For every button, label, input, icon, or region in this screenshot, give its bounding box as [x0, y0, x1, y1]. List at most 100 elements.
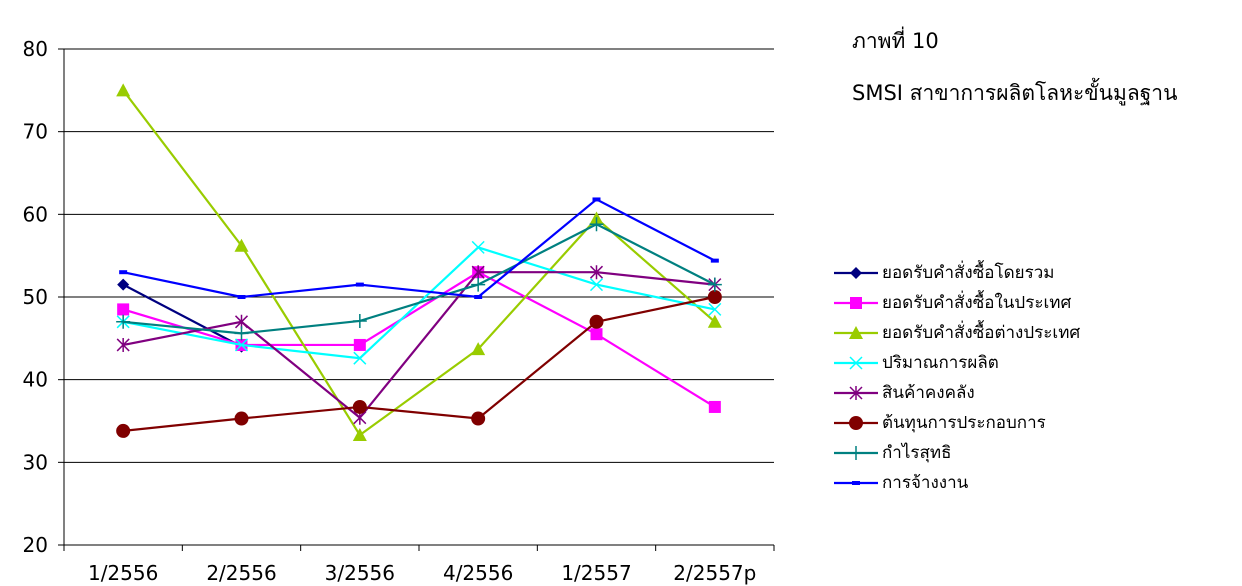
legend-item: ยอดรับคำสั่งซื้อในประเทศ	[832, 288, 1082, 318]
legend-swatch	[834, 356, 878, 370]
series-line	[122, 198, 716, 299]
data-point	[590, 328, 603, 341]
data-point	[116, 314, 131, 329]
data-point	[117, 278, 130, 291]
data-point	[352, 428, 367, 442]
data-point	[471, 265, 485, 280]
chart-title: ภาพที่ 10	[852, 29, 939, 53]
data-point	[471, 411, 486, 426]
legend-item: กำไรสุทธิ	[832, 438, 1082, 468]
data-point	[474, 295, 483, 299]
data-point	[849, 416, 863, 430]
legend-swatch	[834, 326, 878, 339]
data-point	[471, 342, 486, 356]
y-tick-label: 80	[23, 37, 48, 61]
data-point	[352, 399, 367, 414]
data-point	[471, 277, 486, 292]
axes	[58, 48, 775, 551]
y-tick-labels: 20 30 40 50 60 70 80	[23, 37, 48, 557]
data-point	[849, 356, 863, 370]
series-6	[116, 217, 722, 341]
gridlines	[64, 48, 774, 463]
data-point	[352, 313, 367, 328]
data-point	[707, 314, 722, 328]
data-point	[850, 297, 862, 309]
x-tick-label: 3/2556	[325, 561, 395, 585]
data-point	[589, 217, 604, 232]
legend-item: ปริมาณการผลิต	[832, 348, 1082, 378]
legend-swatch	[834, 267, 878, 279]
legend-label: ยอดรับคำสั่งซื้อโดยรวม	[882, 263, 1055, 283]
data-point	[119, 270, 128, 275]
legend-swatch	[834, 481, 878, 485]
data-point	[234, 238, 249, 252]
data-point	[852, 481, 860, 485]
legend-label: กำไรสุทธิ	[882, 443, 952, 463]
y-tick-label: 60	[23, 202, 48, 226]
data-point	[708, 302, 722, 316]
legend-item: ยอดรับคำสั่งซื้อโดยรวม	[832, 258, 1082, 288]
legend-label: สินค้าคงคลัง	[882, 383, 975, 403]
legend-label: ยอดรับคำสั่งซื้อต่างประเทศ	[882, 323, 1081, 343]
legend: ยอดรับคำสั่งซื้อโดยรวมยอดรับคำสั่งซื้อใน…	[832, 258, 1082, 498]
data-point	[234, 338, 249, 352]
data-point	[234, 411, 249, 426]
legend-item: การจ้างงาน	[832, 468, 1082, 498]
legend-item: สินค้าคงคลัง	[832, 378, 1082, 408]
title-block: ภาพที่ 10 SMSI สาขาการผลิตโลหะขั้นมูลฐาน	[852, 26, 1177, 108]
x-tick-label: 1/2557	[561, 561, 631, 585]
series-line	[122, 271, 715, 420]
legend-swatch	[834, 416, 878, 430]
legend-label: ต้นทุนการประกอบการ	[882, 413, 1046, 433]
series-5	[116, 290, 722, 438]
x-tick-label: 2/2556	[206, 561, 276, 585]
series-line	[122, 89, 716, 437]
legend-swatch	[834, 297, 878, 309]
data-point	[116, 83, 131, 97]
data-point	[708, 400, 721, 413]
series-line	[123, 223, 716, 335]
data-point	[849, 386, 863, 400]
series-line	[122, 270, 716, 408]
legend-item: ยอดรับคำสั่งซื้อต่างประเทศ	[832, 318, 1082, 348]
series-2	[116, 83, 722, 442]
data-point	[471, 240, 485, 254]
series-group	[116, 83, 722, 442]
data-point	[707, 277, 722, 292]
series-4	[116, 265, 722, 425]
legend-item: ต้นทุนการประกอบการ	[832, 408, 1082, 438]
x-tick-label: 2/2557p	[673, 561, 756, 585]
data-point	[116, 423, 131, 438]
y-tick-label: 40	[23, 368, 48, 392]
data-point	[234, 326, 249, 341]
series-line	[122, 283, 243, 348]
data-point	[116, 337, 130, 352]
y-tick-label: 30	[23, 450, 48, 474]
chart-subtitle: SMSI สาขาการผลิตโลหะขั้นมูลฐาน	[852, 81, 1178, 105]
x-tick-labels: 1/2556 2/2556 3/2556 4/2556 1/2557 2/2557p	[88, 561, 756, 585]
data-point	[850, 267, 862, 279]
data-point	[589, 278, 604, 292]
legend-swatch	[834, 386, 878, 400]
series-7	[119, 197, 719, 299]
data-point	[849, 326, 863, 339]
y-tick-label: 50	[23, 285, 48, 309]
data-point	[592, 197, 601, 202]
data-point	[710, 258, 719, 263]
data-point	[353, 338, 366, 351]
data-point	[589, 265, 604, 280]
y-tick-label: 20	[23, 533, 48, 557]
legend-label: การจ้างงาน	[882, 473, 969, 493]
legend-swatch	[834, 446, 878, 460]
data-point	[353, 351, 367, 365]
x-tick-label: 4/2556	[443, 561, 513, 585]
series-line	[123, 295, 716, 433]
data-point	[849, 446, 863, 460]
data-point	[237, 295, 246, 299]
data-point	[707, 290, 722, 304]
legend-label: ยอดรับคำสั่งซื้อในประเทศ	[882, 293, 1072, 313]
data-point	[355, 282, 364, 287]
data-point	[589, 314, 604, 329]
x-tick-label: 1/2556	[88, 561, 158, 585]
